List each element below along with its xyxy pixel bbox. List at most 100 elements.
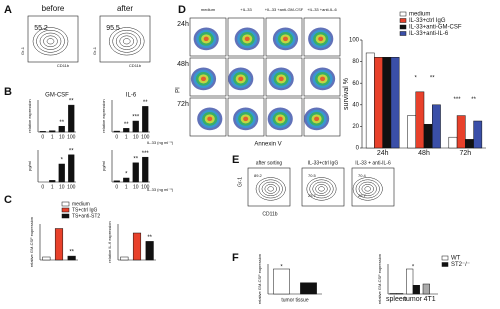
plot-title: before — [42, 4, 65, 13]
legend-swatch — [399, 24, 407, 30]
axis-label: CD11b — [129, 63, 142, 68]
contour — [238, 76, 244, 82]
y-tick-label: 40 — [352, 102, 359, 108]
panel-letter: F — [232, 252, 239, 264]
x-tick-label: 10 — [133, 134, 139, 140]
legend-swatch — [61, 207, 70, 213]
significance: ** — [59, 120, 64, 126]
bar — [54, 228, 64, 261]
bar — [113, 180, 120, 183]
contour — [314, 116, 320, 122]
contour — [258, 179, 283, 199]
bar — [123, 128, 130, 133]
x-tick-label: tumor — [404, 296, 423, 303]
bar — [49, 180, 56, 183]
contour — [207, 116, 213, 122]
y-axis-label: relative GM-CSF expression — [377, 254, 382, 304]
significance: * — [125, 172, 128, 178]
gate-value: 89.2 — [254, 173, 263, 178]
significance: ** — [471, 97, 476, 103]
x-tick-label: 10 — [59, 184, 65, 190]
contour — [318, 36, 324, 42]
x-tick-label: 4T1 — [424, 296, 436, 303]
gate-value: 70.5 — [308, 173, 317, 178]
bar — [42, 256, 51, 261]
bar — [273, 268, 290, 295]
x-tick-label: 24h — [377, 150, 389, 157]
row-label: 24h — [177, 21, 189, 28]
legend-label: WT — [451, 256, 461, 262]
contour — [244, 36, 250, 42]
contour — [115, 32, 138, 50]
legend-label: IL-33+anti-GM-CSF — [409, 25, 462, 31]
panel-letter: C — [4, 194, 12, 206]
contour — [364, 186, 371, 192]
bar — [39, 131, 46, 133]
y-axis-label: survival % — [343, 78, 350, 110]
bar — [415, 91, 425, 149]
x-tick-label: 72h — [459, 150, 471, 157]
contour — [39, 32, 62, 50]
axis-label: CD11b — [262, 211, 277, 217]
y-axis-label: relative GM-CSF expression — [29, 217, 34, 267]
bar — [68, 154, 75, 183]
x-axis-label: tumor tissue — [281, 297, 308, 303]
axis-label: Gr-1 — [237, 177, 243, 187]
significance: * — [61, 158, 64, 164]
legend-label: TS+anti-ST2 — [72, 213, 100, 219]
y-tick-label: 60 — [352, 81, 359, 87]
contour — [36, 30, 65, 53]
bar — [142, 106, 149, 133]
contour — [306, 177, 337, 201]
significance: ** — [69, 99, 74, 105]
x-tick-label: 1 — [51, 134, 54, 140]
y-tick-label: 0 — [356, 146, 360, 152]
chart-title: IL-6 — [126, 93, 137, 99]
bar — [448, 136, 458, 149]
contour — [318, 186, 325, 192]
bar — [396, 293, 404, 295]
contour — [361, 184, 374, 194]
row-label: 72h — [177, 101, 189, 108]
axis-label: Gr-1 — [92, 46, 97, 55]
bar — [58, 125, 65, 133]
bar — [67, 255, 76, 261]
significance: * — [415, 75, 418, 81]
row-label: 48h — [177, 61, 189, 68]
contour — [358, 181, 377, 196]
significance: ** — [69, 250, 74, 256]
contour — [255, 177, 286, 201]
axis-label: Gr-1 — [20, 46, 25, 55]
legend-label: TS+ctrl IgG — [72, 207, 98, 213]
significance: * — [280, 265, 283, 271]
x-tick-label: 100 — [67, 184, 76, 190]
contour — [200, 76, 206, 82]
legend-swatch — [441, 255, 449, 261]
legend-swatch — [399, 11, 407, 17]
legend-swatch — [61, 201, 70, 207]
bar — [113, 130, 120, 133]
contour — [264, 184, 277, 194]
column-header: +IL-33 +anti-GM-CSF — [265, 7, 304, 12]
significance: * — [412, 265, 415, 271]
legend-label: IL-33+anti-IL-6 — [409, 31, 449, 37]
contour — [261, 181, 280, 196]
contour — [278, 76, 284, 82]
y-axis-label: relative GM-CSF expression — [257, 254, 262, 304]
legend-label: medium — [409, 12, 430, 18]
y-axis-label: relative expression — [27, 99, 32, 132]
gate-value: 70.4 — [358, 173, 367, 178]
significance: ** — [133, 156, 138, 162]
significance: ** — [147, 235, 152, 241]
y-axis-label: relative IL-6 expression — [107, 221, 112, 262]
legend-swatch — [399, 31, 407, 36]
significance: ** — [430, 75, 435, 81]
bar — [407, 115, 416, 149]
panel-letter: B — [4, 86, 12, 98]
axis-label: Annexin V — [254, 142, 281, 148]
legend-label: ST2⁻/⁻ — [451, 262, 470, 268]
x-tick-label: 48h — [418, 150, 430, 157]
bar — [132, 232, 142, 261]
